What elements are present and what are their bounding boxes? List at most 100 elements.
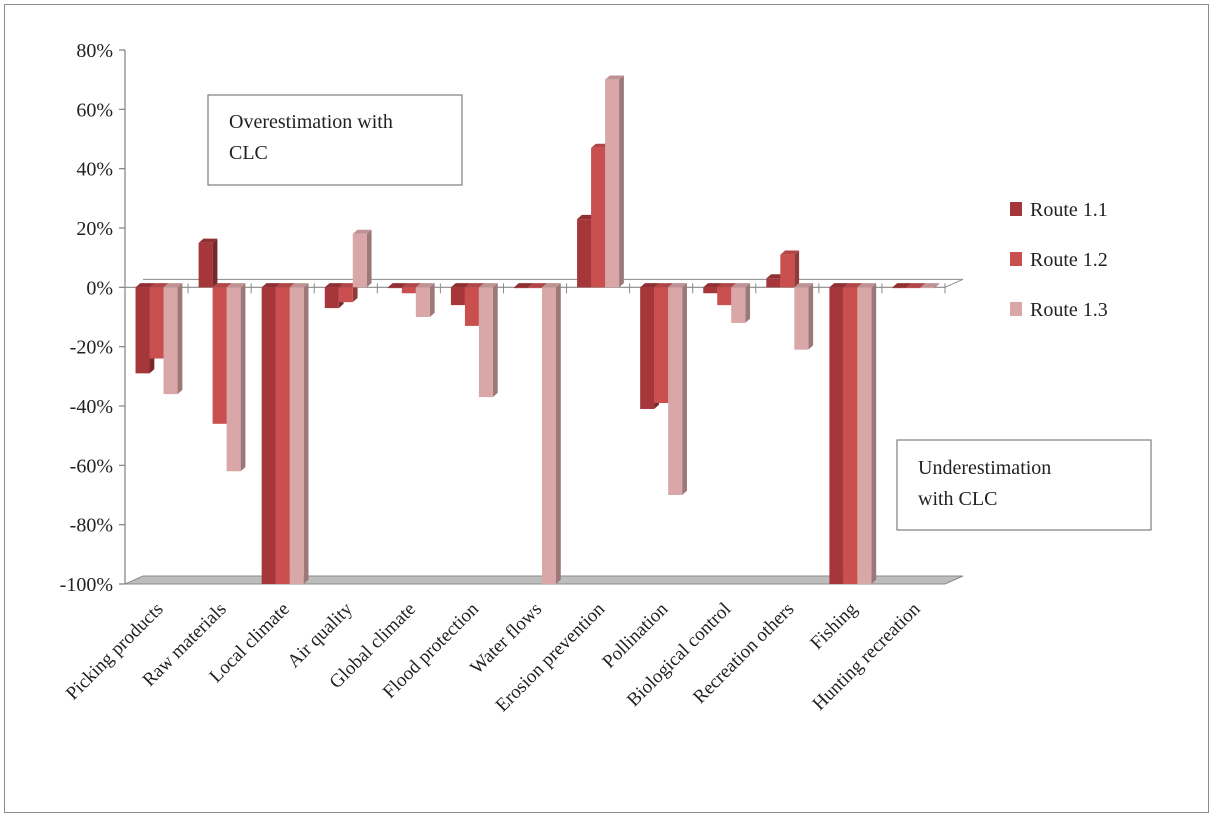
- bar-side: [429, 283, 435, 317]
- zero-baseline-edge: [944, 278, 964, 288]
- annotation-text: with CLC: [918, 488, 997, 510]
- bar-top: [906, 283, 926, 288]
- bar-front: [843, 287, 858, 584]
- bar-top: [163, 283, 183, 288]
- legend-label: Route 1.2: [1030, 249, 1108, 271]
- bar-front: [654, 287, 669, 404]
- bar-side: [619, 75, 624, 288]
- bar-front: [780, 254, 795, 288]
- bar-side: [177, 283, 183, 395]
- bar-front: [226, 287, 241, 472]
- bar-front: [289, 287, 304, 584]
- bar-front: [324, 287, 339, 309]
- legend-swatch: [1010, 202, 1022, 216]
- bar-side: [794, 250, 800, 288]
- bar: [794, 283, 814, 350]
- bar-front: [464, 287, 479, 326]
- bar-front: [829, 287, 844, 584]
- y-tick-label: 0%: [86, 277, 113, 299]
- y-tick-label: -80%: [70, 515, 113, 537]
- bar-top: [794, 283, 814, 288]
- bar-front: [591, 147, 606, 288]
- bar: [857, 283, 877, 584]
- legend-entry: Route 1.2: [1010, 249, 1108, 271]
- annotation-text: Overestimation with: [229, 111, 393, 133]
- annotation-overestimation: Overestimation with CLC: [207, 94, 463, 186]
- legend: Route 1.1 Route 1.2 Route 1.3: [1010, 199, 1108, 321]
- bar-front: [857, 287, 872, 584]
- bar-side: [212, 238, 218, 288]
- bar: [605, 75, 624, 288]
- bar-front: [450, 287, 465, 306]
- bar: [780, 250, 800, 288]
- bar-side: [556, 283, 561, 584]
- bar-top: [843, 283, 863, 288]
- bar-front: [352, 233, 367, 288]
- bar-top: [668, 283, 687, 288]
- bar: [198, 238, 218, 288]
- bar-front: [401, 287, 416, 294]
- y-tick-label: 40%: [76, 159, 113, 181]
- bar-side: [745, 283, 751, 323]
- bar: [415, 283, 435, 317]
- bar: [163, 283, 183, 395]
- bar-top: [514, 283, 533, 288]
- bar: [289, 283, 309, 584]
- bar-top: [640, 283, 659, 288]
- annotation-text: Underestimation: [918, 457, 1051, 479]
- bar-top: [261, 283, 281, 288]
- bar-top: [464, 283, 484, 288]
- legend-entry: Route 1.1: [1010, 199, 1108, 221]
- bar-top: [275, 283, 295, 288]
- bar-front: [163, 287, 178, 395]
- bar-top: [717, 283, 737, 288]
- bar-front: [387, 287, 402, 289]
- bar: [478, 283, 498, 398]
- bar-front: [794, 287, 809, 350]
- bar-front: [542, 287, 556, 584]
- legend-label: Route 1.1: [1030, 199, 1108, 221]
- bar-front: [892, 287, 907, 289]
- bar-top: [415, 283, 435, 288]
- bar-front: [478, 287, 493, 398]
- bar-front: [766, 278, 781, 288]
- bar-side: [934, 283, 940, 289]
- bar-top: [226, 283, 246, 288]
- y-tick-label: 20%: [76, 218, 113, 240]
- bar-front: [261, 287, 276, 584]
- bar-top: [352, 229, 372, 234]
- bar-top: [829, 283, 849, 288]
- annotation-text: CLC: [229, 142, 268, 164]
- bar-top: [542, 283, 561, 288]
- annotation-underestimation: Underestimation with CLC: [896, 439, 1152, 531]
- legend-entry: Route 1.3: [1010, 299, 1108, 321]
- bar-side: [871, 283, 877, 584]
- bar-side: [808, 283, 814, 350]
- bar-front: [275, 287, 290, 584]
- bar-side: [352, 283, 358, 303]
- bar: [352, 229, 372, 288]
- annotation-box: [207, 94, 463, 186]
- bar-top: [857, 283, 877, 288]
- legend-label: Route 1.3: [1030, 299, 1108, 321]
- bar-side: [303, 283, 309, 584]
- bar: [668, 283, 687, 495]
- bar-top: [289, 283, 309, 288]
- bar-top: [780, 250, 800, 255]
- bars-layer: [135, 75, 940, 584]
- bar: [542, 283, 561, 584]
- y-tick-label: 60%: [76, 99, 113, 121]
- bar-top: [149, 283, 169, 288]
- bar-front: [703, 287, 718, 294]
- y-tick-label: -100%: [60, 574, 113, 596]
- bar-top: [135, 283, 155, 288]
- bar-top: [198, 238, 218, 243]
- bar-front: [906, 287, 921, 289]
- bar-top: [478, 283, 498, 288]
- x-category-label: Hunting recreation: [809, 598, 925, 714]
- bar-side: [366, 229, 372, 288]
- bar-top: [605, 75, 624, 80]
- bar-top: [212, 283, 232, 288]
- x-category-label: Fishing: [806, 598, 862, 654]
- bar-top: [731, 283, 751, 288]
